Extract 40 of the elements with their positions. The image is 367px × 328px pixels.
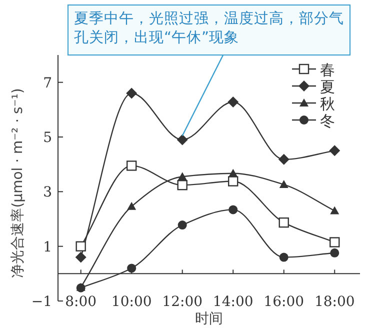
legend-label: 秋 (320, 95, 335, 113)
legend-label: 冬 (320, 112, 335, 130)
x-tick-label: 12:00 (162, 294, 203, 310)
legend-label: 春 (320, 61, 335, 79)
point (228, 205, 238, 214)
annotation: 夏季中午，光照过强，温度过高，部分气孔关闭，出现“午休”现象 (74, 10, 344, 46)
x-tick-label: 8:00 (65, 294, 97, 310)
point (228, 96, 239, 108)
y-tick-label: 5 (43, 130, 52, 146)
point (178, 220, 187, 230)
point (76, 241, 86, 252)
point (279, 252, 288, 262)
y-tick-label: 7 (43, 75, 52, 92)
x-tick-label: 16:00 (264, 294, 304, 310)
point (330, 248, 340, 258)
y-tick-label: 3 (43, 184, 52, 201)
x-tick-label: 18:00 (314, 294, 355, 310)
x-tick-label: 14:00 (212, 294, 254, 310)
x-tick-label: 10:00 (111, 294, 152, 310)
y-tick-label: −1 (31, 294, 52, 310)
point (329, 145, 340, 156)
point (330, 206, 340, 214)
point (279, 180, 288, 188)
point (178, 172, 187, 180)
point (278, 217, 289, 228)
point (126, 160, 137, 171)
point (126, 88, 138, 99)
point (127, 264, 136, 273)
point (176, 134, 188, 146)
point (278, 154, 290, 165)
point (228, 168, 238, 177)
point (177, 180, 188, 190)
point (127, 202, 136, 210)
y-tick-label: 1 (43, 239, 52, 256)
y-axis-title: 净光合速率(μmol · m⁻² · s⁻¹) (10, 88, 26, 278)
legend-label: 夏 (320, 78, 335, 96)
point (75, 252, 86, 263)
point (330, 237, 340, 248)
x-axis-title: 时间 (195, 311, 223, 327)
point (228, 176, 238, 186)
